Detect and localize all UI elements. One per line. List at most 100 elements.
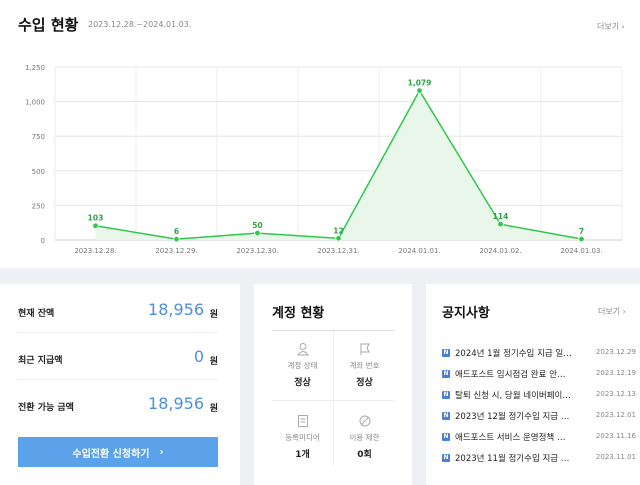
new-badge-icon: N: [442, 370, 450, 378]
new-badge-icon: N: [442, 454, 450, 462]
notice-date: 2023.11.16: [596, 432, 636, 440]
x-tick-label: 2024.01.03.: [560, 247, 602, 255]
new-badge-icon: N: [442, 412, 450, 420]
balance-row-recent: 최근 지급액 0 원: [18, 339, 218, 380]
notice-text: 2024년 1월 정기수입 지급 일…: [455, 347, 575, 359]
new-badge-icon: N: [442, 391, 450, 399]
account-cell-media: 등록미디어 1개: [272, 414, 333, 460]
list-item[interactable]: N 탈퇴 신청 시, 당월 네이버페이… 2023.12.13: [442, 388, 636, 409]
x-tick-label: 2024.01.01.: [398, 247, 440, 255]
account-status-card: 계정 현황 계정 상태 정상 계좌 번호 정상 등록미디어 1개 이용 제한 0…: [254, 284, 412, 485]
account-cell-bank: 계좌 번호 정상: [334, 342, 395, 388]
account-status-label: 계정 상태: [272, 360, 333, 371]
data-point: [579, 236, 585, 242]
list-item[interactable]: N 애드포스트 임시점검 완료 안… 2023.12.19: [442, 367, 636, 388]
balance-card: 현재 잔액 18,956 원 최근 지급액 0 원 전환 가능 금액 18,95…: [0, 284, 240, 485]
person-icon: [296, 342, 310, 356]
balance-row-current: 현재 잔액 18,956 원: [18, 292, 218, 333]
notice-text: 탈퇴 신청 시, 당월 네이버페이…: [455, 389, 575, 401]
notices-card: 공지사항 더보기 › N 2024년 1월 정기수입 지급 일… 2023.12.2…: [426, 284, 640, 485]
account-cell-restriction: 이용 제한 0회: [334, 414, 395, 460]
income-title: 수입 현황: [18, 14, 78, 35]
notice-text: 애드포스트 임시점검 완료 안…: [455, 368, 575, 380]
data-label: 7: [579, 227, 584, 236]
convert-income-button[interactable]: 수입전환 신청하기 ›: [18, 437, 218, 467]
bank-account-value: 정상: [334, 375, 395, 388]
x-tick-label: 2023.12.30.: [236, 247, 278, 255]
convert-income-label: 수입전환 신청하기: [72, 445, 149, 460]
data-point: [255, 230, 261, 236]
chevron-right-icon: ›: [159, 447, 163, 458]
account-cell-status: 계정 상태 정상: [272, 342, 333, 388]
notices-title: 공지사항: [442, 302, 490, 321]
chevron-right-icon: ›: [623, 307, 626, 316]
series-line: [96, 91, 582, 240]
data-label: 12: [333, 226, 343, 235]
y-tick-label: 250: [32, 202, 45, 210]
recent-payment-label: 최근 지급액: [18, 353, 63, 366]
data-point: [93, 223, 99, 229]
account-status-value: 정상: [272, 375, 333, 388]
income-date-range: 2023.12.28.~2024.01.03.: [88, 20, 191, 29]
data-point: [174, 236, 180, 242]
convertible-amount-value: 18,956: [148, 394, 204, 413]
current-balance-label: 현재 잔액: [18, 306, 54, 319]
income-more-link[interactable]: 더보기 ›: [597, 21, 625, 32]
series-area: [96, 91, 582, 240]
data-point: [498, 221, 504, 227]
data-label: 50: [252, 221, 262, 230]
notice-text: 2023년 11월 정기수입 지급 …: [455, 452, 575, 464]
x-tick-label: 2024.01.02.: [479, 247, 521, 255]
data-label: 6: [174, 227, 179, 236]
new-badge-icon: N: [442, 349, 450, 357]
divider: [272, 400, 394, 401]
list-item[interactable]: N 2024년 1월 정기수입 지급 일… 2023.12.29: [442, 346, 636, 367]
flag-icon: [358, 342, 372, 356]
y-tick-label: 500: [32, 168, 45, 176]
bank-account-label: 계좌 번호: [334, 360, 395, 371]
notice-date: 2023.12.13: [596, 390, 636, 398]
income-chart: 0 250 500 750 1,000 1,250 103 6 50 12 1,079 114 7 202…: [0, 50, 640, 268]
income-card: 수입 현황 2023.12.28.~2024.01.03. 더보기 › 0 250…: [0, 0, 640, 268]
recent-payment-unit: 원: [210, 354, 218, 367]
usage-restriction-value: 0회: [334, 447, 395, 460]
data-label: 103: [88, 214, 104, 223]
new-badge-icon: N: [442, 433, 450, 441]
y-tick-label: 1,000: [25, 99, 45, 107]
notice-date: 2023.12.19: [596, 369, 636, 377]
usage-restriction-label: 이용 제한: [334, 432, 395, 443]
data-label: 1,079: [408, 79, 432, 88]
recent-payment-value: 0: [194, 347, 204, 366]
data-label: 114: [493, 212, 509, 221]
y-tick-label: 750: [32, 133, 45, 141]
notice-date: 2023.12.01: [596, 411, 636, 419]
data-point: [336, 236, 342, 242]
document-icon: [296, 414, 310, 428]
list-item[interactable]: N 2023년 11월 정기수입 지급 … 2023.11.01: [442, 451, 636, 472]
data-point: [417, 88, 423, 94]
y-tick-label: 1,250: [25, 64, 45, 72]
notices-more-label: 더보기: [598, 307, 620, 316]
prohibited-icon: [358, 414, 372, 428]
list-item[interactable]: N 2023년 12월 정기수입 지급 … 2023.12.01: [442, 409, 636, 430]
convertible-amount-unit: 원: [210, 401, 218, 414]
notice-text: 2023년 12월 정기수입 지급 …: [455, 410, 575, 422]
registered-media-value: 1개: [272, 447, 333, 460]
notice-text: 애드포스트 서비스 운영정책 …: [455, 431, 575, 443]
notice-list: N 2024년 1월 정기수입 지급 일… 2023.12.29 N 애드포스트 임시…: [442, 346, 636, 472]
account-status-title: 계정 현황: [272, 302, 324, 321]
notice-date: 2023.11.01: [596, 453, 636, 461]
notice-date: 2023.12.29: [596, 348, 636, 356]
x-tick-label: 2023.12.31.: [317, 247, 359, 255]
notices-more-link[interactable]: 더보기 ›: [598, 306, 626, 317]
convertible-amount-label: 전환 가능 금액: [18, 400, 74, 413]
balance-row-convertible: 전환 가능 금액 18,956 원: [18, 386, 218, 426]
current-balance-unit: 원: [210, 307, 218, 320]
x-tick-label: 2023.12.28.: [74, 247, 116, 255]
current-balance-value: 18,956: [148, 300, 204, 319]
registered-media-label: 등록미디어: [272, 432, 333, 443]
x-tick-label: 2023.12.29.: [155, 247, 197, 255]
chevron-right-icon: ›: [622, 22, 625, 31]
income-more-label: 더보기: [597, 22, 619, 31]
list-item[interactable]: N 애드포스트 서비스 운영정책 … 2023.11.16: [442, 430, 636, 451]
